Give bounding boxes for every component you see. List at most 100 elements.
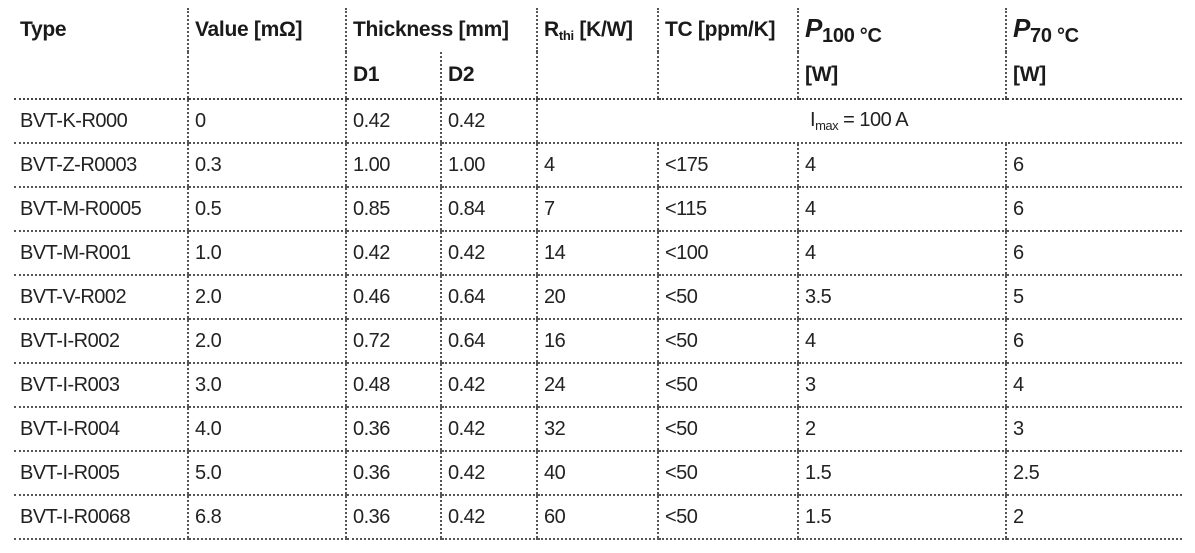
cell-p100: 4 [797,187,1006,232]
cell-d2: 0.42 [440,407,537,452]
cell-d1: 0.48 [345,363,441,408]
header-rth-blank [536,52,658,100]
table-row: BVT-M-R0005 0.5 0.85 0.84 7 <115 4 6 [14,187,1182,232]
table-row: BVT-I-R005 5.0 0.36 0.42 40 <50 1.5 2.5 [14,451,1182,496]
cell-value: 4.0 [187,407,346,452]
header-p70-unit: [W] [1005,52,1182,100]
cell-type: BVT-I-R005 [14,451,188,496]
cell-d2: 0.42 [440,495,537,540]
cell-d2: 0.42 [440,451,537,496]
cell-tc: <50 [657,495,798,540]
table-row: BVT-Z-R0003 0.3 1.00 1.00 4 <175 4 6 [14,143,1182,188]
cell-value: 3.0 [187,363,346,408]
cell-d2: 0.64 [440,319,537,364]
cell-p100: 3.5 [797,275,1006,320]
cell-p100: 4 [797,319,1006,364]
cell-value: 2.0 [187,275,346,320]
imax-text: = 100 A [838,109,909,131]
header-value: Value [mΩ] [187,8,346,52]
cell-p70: 6 [1005,143,1182,188]
table-body: BVT-K-R000 0 0.42 0.42 Imax = 100 A BVT-… [14,99,1182,540]
p70-symbol: P [1013,12,1031,43]
header-row-1: Type Value [mΩ] Thickness [mm] Rthi [K/W… [14,8,1182,52]
cell-type: BVT-I-R004 [14,407,188,452]
cell-d1: 0.36 [345,495,441,540]
p100-subscript: 100 °C [822,24,882,47]
header-p70: P70 °C [1005,8,1182,52]
cell-rth: 60 [536,495,658,540]
rth-subscript: thi [558,27,574,43]
cell-p70: 6 [1005,319,1182,364]
cell-p100: 4 [797,143,1006,188]
cell-type: BVT-I-R002 [14,319,188,364]
cell-type: BVT-M-R0005 [14,187,188,232]
cell-type: BVT-I-R003 [14,363,188,408]
cell-rth: 24 [536,363,658,408]
cell-d2: 0.42 [440,99,537,144]
rth-symbol: R [544,17,559,41]
cell-d1: 0.72 [345,319,441,364]
cell-type: BVT-K-R000 [14,99,188,144]
cell-p100: 1.5 [797,451,1006,496]
cell-rth: 7 [536,187,658,232]
cell-type: BVT-V-R002 [14,275,188,320]
cell-d2: 0.42 [440,363,537,408]
header-row-2: D1 D2 [W] [W] [14,52,1182,100]
cell-rth: 40 [536,451,658,496]
cell-value: 5.0 [187,451,346,496]
cell-p70: 3 [1005,407,1182,452]
cell-p70: 4 [1005,363,1182,408]
cell-p100: 1.5 [797,495,1006,540]
rth-unit: [K/W] [573,17,633,41]
imax-subscript: max [815,118,839,133]
header-p100: P100 °C [797,8,1006,52]
table-row: BVT-K-R000 0 0.42 0.42 Imax = 100 A [14,99,1182,144]
cell-imax: Imax = 100 A [536,99,1182,144]
cell-p70: 2.5 [1005,451,1182,496]
header-d2: D2 [440,52,537,100]
cell-p70: 5 [1005,275,1182,320]
table-row: BVT-I-R002 2.0 0.72 0.64 16 <50 4 6 [14,319,1182,364]
table-header: Type Value [mΩ] Thickness [mm] Rthi [K/W… [14,8,1182,100]
cell-rth: 4 [536,143,658,188]
cell-d1: 0.36 [345,407,441,452]
cell-d2: 1.00 [440,143,537,188]
header-thickness: Thickness [mm] [345,8,537,52]
cell-tc: <50 [657,451,798,496]
cell-p100: 4 [797,231,1006,276]
cell-d1: 0.85 [345,187,441,232]
cell-d2: 0.84 [440,187,537,232]
header-type: Type [20,18,67,41]
cell-p100: 3 [797,363,1006,408]
header-type-blank [14,52,188,100]
cell-tc: <175 [657,143,798,188]
cell-tc: <50 [657,407,798,452]
cell-rth: 32 [536,407,658,452]
cell-d2: 0.42 [440,231,537,276]
cell-value: 0.3 [187,143,346,188]
cell-d1: 0.42 [345,231,441,276]
cell-tc: <50 [657,275,798,320]
table-row: BVT-V-R002 2.0 0.46 0.64 20 <50 3.5 5 [14,275,1182,320]
header-tc: TC [ppm/K] [657,8,798,52]
header-p100-unit: [W] [797,52,1006,100]
cell-p70: 6 [1005,231,1182,276]
table-row: BVT-I-R003 3.0 0.48 0.42 24 <50 3 4 [14,363,1182,408]
cell-rth: 14 [536,231,658,276]
cell-tc: <50 [657,363,798,408]
table-row: BVT-I-R0068 6.8 0.36 0.42 60 <50 1.5 2 [14,495,1182,540]
imax-symbol: I [810,109,816,131]
cell-value: 1.0 [187,231,346,276]
cell-type: BVT-Z-R0003 [14,143,188,188]
cell-value: 0.5 [187,187,346,232]
cell-d1: 0.36 [345,451,441,496]
header-tc-blank [657,52,798,100]
cell-d2: 0.64 [440,275,537,320]
cell-d1: 1.00 [345,143,441,188]
cell-rth: 16 [536,319,658,364]
cell-value: 2.0 [187,319,346,364]
p100-symbol: P [805,12,823,43]
cell-tc: <100 [657,231,798,276]
cell-d1: 0.42 [345,99,441,144]
table-row: BVT-I-R004 4.0 0.36 0.42 32 <50 2 3 [14,407,1182,452]
